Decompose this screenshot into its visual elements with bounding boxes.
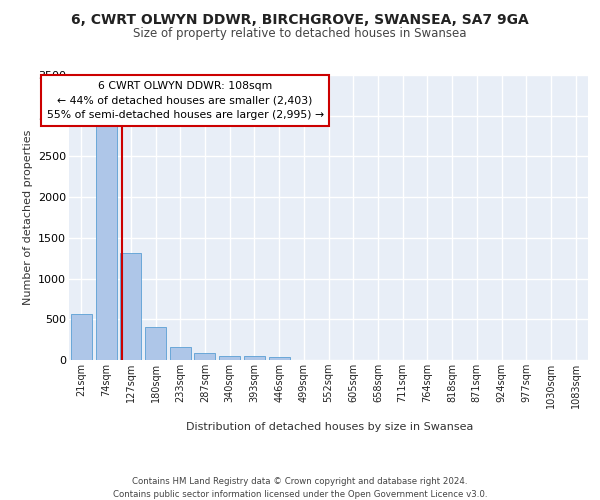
Bar bbox=[244, 356, 265, 360]
Bar bbox=[120, 254, 141, 360]
Text: 6, CWRT OLWYN DDWR, BIRCHGROVE, SWANSEA, SA7 9GA: 6, CWRT OLWYN DDWR, BIRCHGROVE, SWANSEA,… bbox=[71, 12, 529, 26]
Bar bbox=[170, 348, 191, 360]
Bar bbox=[269, 356, 290, 360]
Bar bbox=[95, 122, 116, 360]
Y-axis label: Number of detached properties: Number of detached properties bbox=[23, 130, 32, 305]
Bar bbox=[194, 354, 215, 360]
Bar bbox=[71, 314, 92, 360]
Bar bbox=[145, 326, 166, 360]
Bar bbox=[219, 356, 240, 360]
Text: 6 CWRT OLWYN DDWR: 108sqm
← 44% of detached houses are smaller (2,403)
55% of se: 6 CWRT OLWYN DDWR: 108sqm ← 44% of detac… bbox=[47, 80, 324, 120]
Text: Contains HM Land Registry data © Crown copyright and database right 2024.
Contai: Contains HM Land Registry data © Crown c… bbox=[113, 478, 487, 499]
Text: Size of property relative to detached houses in Swansea: Size of property relative to detached ho… bbox=[133, 28, 467, 40]
Text: Distribution of detached houses by size in Swansea: Distribution of detached houses by size … bbox=[187, 422, 473, 432]
